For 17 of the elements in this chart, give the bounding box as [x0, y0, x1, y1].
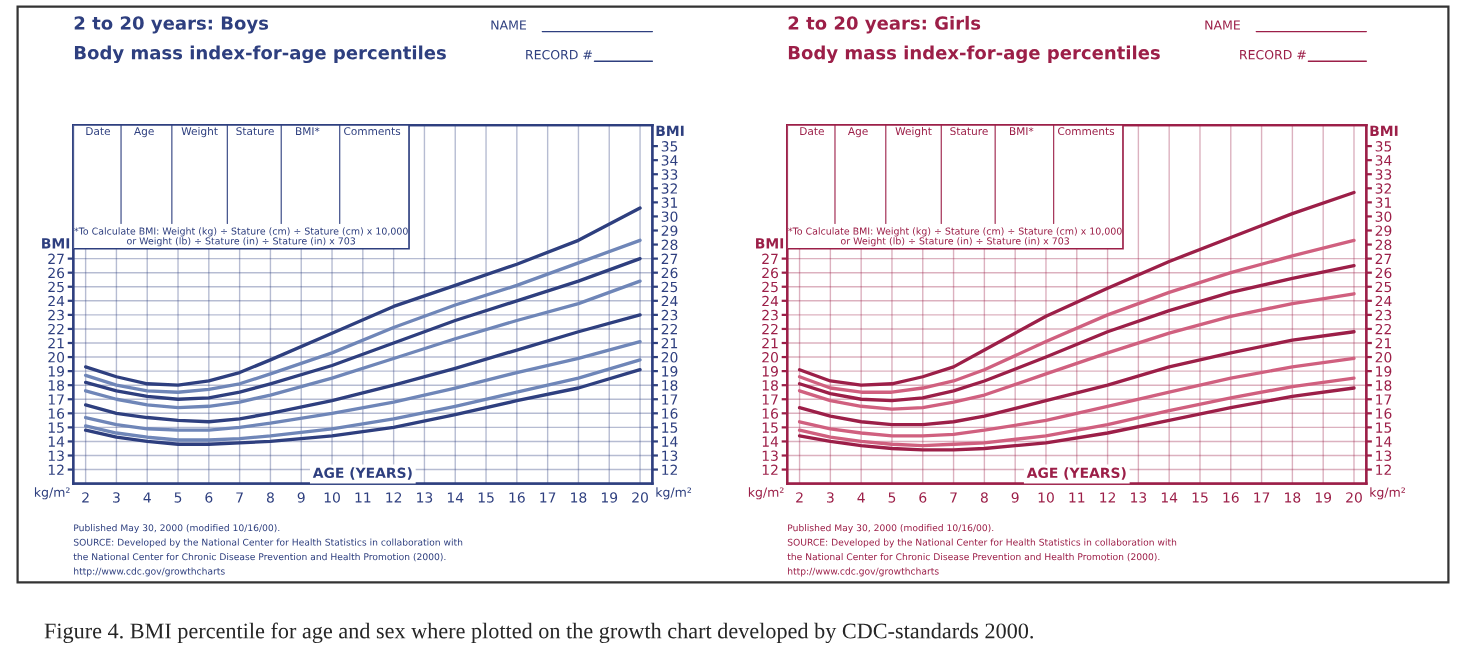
line-series: [797, 356, 1356, 438]
line-series: [83, 279, 642, 410]
chart-subtitle: Body mass index-for-age percentiles: [74, 45, 446, 64]
chart-title: 2 to 20 years: Girls: [788, 15, 981, 34]
line-series: [83, 313, 642, 424]
line-series: [797, 376, 1356, 448]
caption: Figure 4. BMI percentile for age and sex where plotted on the growth chart developed by CDC-standards 2000.: [44, 622, 1033, 644]
line-series: [797, 238, 1356, 394]
line-series: [83, 339, 642, 432]
line-series: [797, 330, 1356, 427]
line-series: [797, 292, 1356, 411]
chart-subtitle: Body mass index-for-age percentiles: [788, 45, 1160, 64]
line-series: [83, 256, 642, 401]
line-series: [797, 386, 1356, 452]
line-series: [83, 238, 642, 394]
chart-title: 2 to 20 years: Boys: [74, 16, 269, 34]
line-series: [797, 263, 1356, 403]
